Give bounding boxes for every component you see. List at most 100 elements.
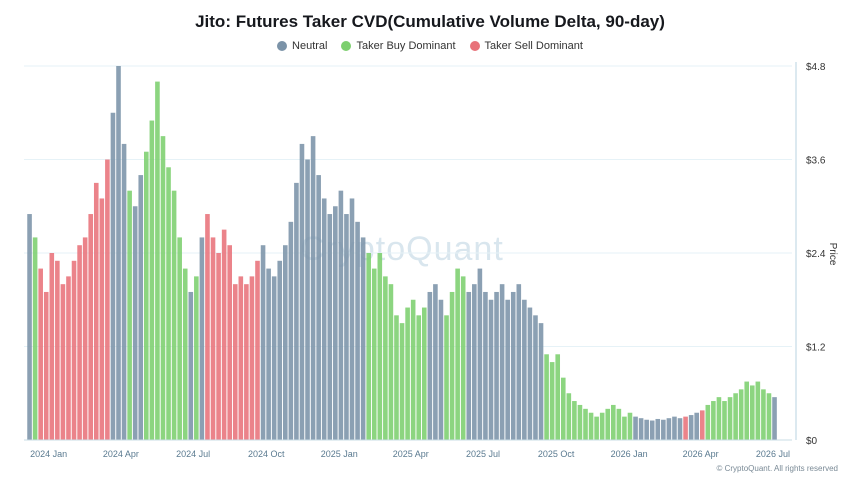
price-bar (116, 66, 121, 440)
price-bar (271, 276, 277, 440)
price-bar (522, 299, 527, 440)
price-bar (444, 315, 449, 440)
price-bar (55, 260, 60, 440)
price-bar (483, 291, 488, 440)
price-bar (149, 120, 155, 441)
price-bar (305, 159, 310, 440)
x-tick-label: 2025 Apr (393, 449, 429, 459)
price-bar (410, 299, 416, 440)
axes: $4.8 $3.6 $2.4 $1.2 $0 Price 2024 Jan 2024 Apr 2… (24, 62, 838, 459)
price-bar (144, 151, 149, 441)
price-bar (177, 237, 182, 440)
price-bar (166, 167, 171, 440)
price-bar (694, 412, 699, 440)
price-bar (394, 315, 399, 440)
price-bar (622, 416, 627, 440)
price-bar (288, 221, 294, 440)
price-bar (277, 260, 283, 440)
price-bar (260, 245, 266, 440)
price-bar (672, 416, 677, 440)
price-bar (544, 354, 549, 440)
price-bar (155, 81, 160, 440)
price-bar (93, 182, 99, 440)
price-bar (583, 408, 588, 440)
price-bar (182, 268, 188, 440)
x-tick-label: 2025 Jul (466, 449, 500, 459)
price-bar (427, 291, 433, 440)
price-bar (688, 415, 694, 440)
price-bar (649, 420, 655, 440)
price-bar (360, 237, 366, 440)
price-bar (499, 284, 505, 440)
chart-title: Jito: Futures Taker CVD(Cumulative Volum… (195, 12, 665, 31)
price-bar (321, 198, 327, 440)
price-bar (199, 237, 205, 440)
x-tick-label: 2026 Apr (683, 449, 719, 459)
price-bar (232, 284, 238, 440)
legend-dot-buy (341, 41, 352, 51)
price-bar (538, 323, 544, 440)
y-axis-label: Price (827, 243, 838, 266)
x-tick-label: 2025 Oct (538, 449, 575, 459)
price-bar (388, 284, 394, 440)
price-bar (516, 284, 522, 440)
price-bar (627, 412, 633, 440)
price-bar (722, 401, 727, 440)
price-bar (505, 299, 510, 440)
y-tick-label: $1.2 (806, 343, 826, 354)
legend-dot-neutral (277, 41, 288, 51)
price-bar (438, 299, 444, 440)
price-bar (599, 412, 605, 440)
price-bar (661, 419, 666, 440)
price-bar (549, 362, 555, 440)
legend-label-sell: Taker Sell Dominant (484, 40, 583, 52)
price-bar (644, 419, 649, 440)
price-bar (755, 381, 761, 440)
price-bar (772, 397, 777, 440)
legend-dot-sell (469, 41, 480, 51)
price-bar (761, 389, 766, 440)
price-bar (43, 291, 49, 440)
price-bar (138, 175, 144, 441)
price-bar (316, 175, 321, 441)
price-bars (27, 66, 777, 441)
price-bar (749, 385, 755, 440)
price-bar (733, 393, 738, 440)
price-bar (727, 397, 733, 440)
price-bar (638, 418, 644, 440)
price-bar (488, 299, 494, 440)
y-tick-label: $0 (806, 436, 818, 447)
price-bar (105, 159, 110, 440)
price-bar (299, 143, 305, 440)
legend-item-buy[interactable]: Taker Buy Dominant (341, 40, 456, 52)
price-bar (282, 245, 288, 440)
legend-item-sell[interactable]: Taker Sell Dominant (469, 40, 583, 52)
price-bar (205, 214, 210, 440)
price-bar (349, 198, 355, 440)
price-bar (344, 214, 349, 440)
price-bar (460, 276, 466, 440)
price-bar (494, 291, 499, 440)
x-tick-label: 2025 Jan (321, 449, 358, 459)
price-bar (611, 404, 616, 440)
price-bar (294, 182, 299, 440)
x-tick-label: 2024 Apr (103, 449, 139, 459)
price-bar (705, 404, 711, 440)
price-bar (49, 253, 55, 440)
price-bar (560, 377, 566, 440)
price-bar (121, 143, 127, 440)
price-bar (449, 291, 455, 440)
price-bar (188, 291, 194, 440)
price-bar (655, 418, 661, 440)
price-bar (421, 307, 427, 440)
price-bar (310, 136, 316, 440)
price-bar (27, 214, 32, 440)
x-tick-label: 2026 Jan (611, 449, 648, 459)
price-bar (32, 237, 38, 440)
price-bar (405, 307, 410, 440)
legend-item-neutral[interactable]: Neutral (277, 40, 327, 52)
price-bar (266, 268, 271, 440)
price-bar (533, 315, 538, 440)
price-bar (555, 354, 561, 440)
